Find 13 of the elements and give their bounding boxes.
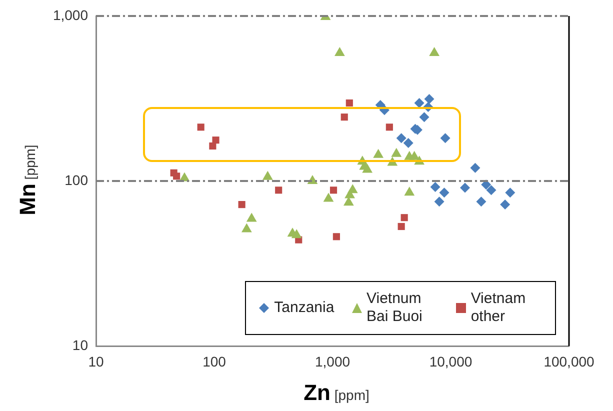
y-tick-label: 100 [64,172,88,188]
x-tick-label: 100,000 [544,353,595,370]
y-tick-label: 10 [72,336,88,353]
x-axis-title: Zn [ppm] [304,380,370,405]
x-tick-label: 100 [202,353,226,370]
y-tick-label: 1,000 [52,6,88,23]
x-tick-label: 10 [88,353,104,370]
y-axis-title: Mn [ppm] [15,144,40,216]
x-tick-label: 10,000 [429,353,472,370]
legend-label: Vietnam other [470,290,527,326]
legend-label: Vietnum Bai Buoi [366,290,424,326]
legend-label: Tanzania [274,299,334,317]
x-tick-label: 1,000 [314,353,350,370]
